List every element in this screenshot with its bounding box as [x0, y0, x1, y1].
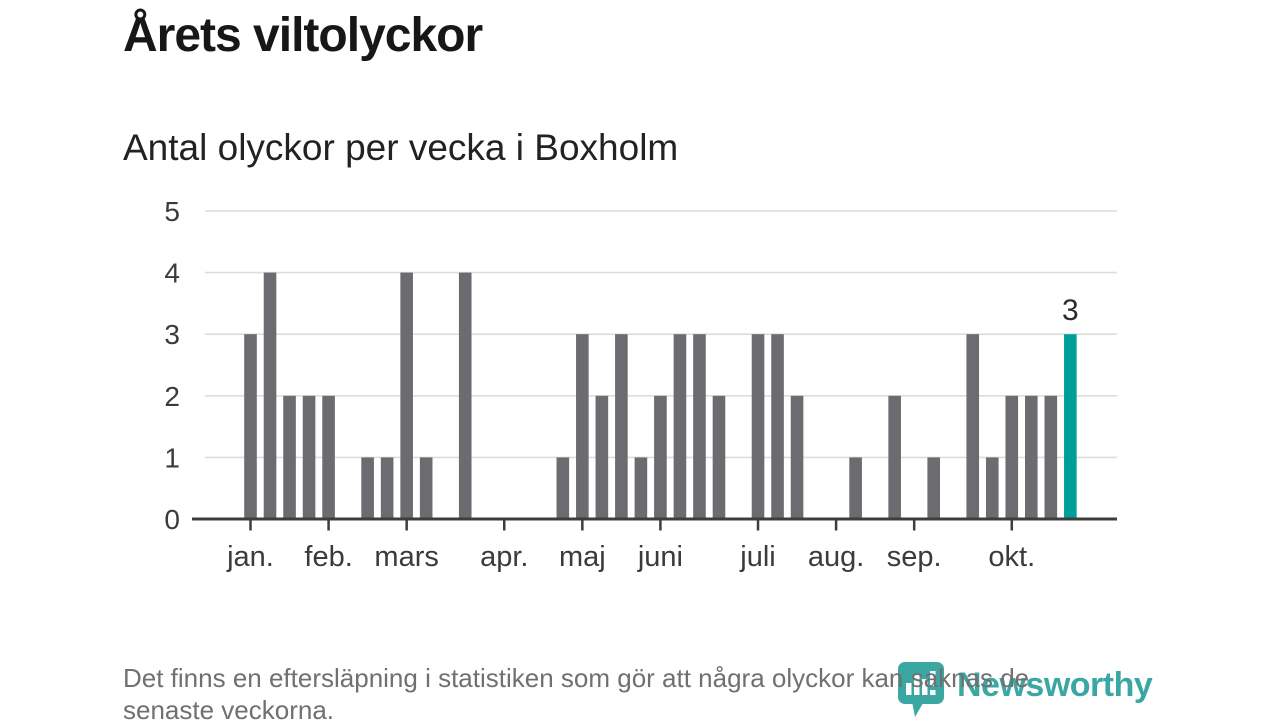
bar-week-12: [458, 272, 472, 519]
bar-week-25: [712, 395, 726, 519]
bar-week-36: [927, 457, 940, 519]
bar-week-8: [380, 457, 394, 519]
bar-week-42: [1044, 395, 1058, 519]
newsworthy-logo: Newsworthy: [898, 662, 1153, 720]
bar-week-29: [790, 395, 804, 519]
bar-week-34: [888, 395, 901, 519]
logo-exclamation-dot: [930, 690, 936, 695]
bar-week-4: [302, 395, 316, 519]
bar-week-5: [322, 395, 335, 519]
y-axis-label-1: 1: [164, 442, 180, 473]
last-bar-value-label: 3: [1062, 294, 1079, 327]
bar-week-2: [263, 272, 277, 519]
x-axis-label-juni: juni: [637, 541, 683, 573]
bar-week-18: [576, 334, 589, 519]
chart-subtitle: Antal olyckor per vecka i Boxholm: [123, 127, 679, 168]
y-axis-label-4: 4: [164, 258, 180, 289]
x-axis-label-jan: jan.: [226, 541, 274, 573]
bar-week-38: [966, 334, 980, 519]
bar-week-23: [673, 334, 687, 519]
x-axis-label-sep: sep.: [887, 541, 942, 573]
logo-bar-2: [914, 674, 920, 695]
bar-week-20: [615, 334, 628, 519]
bar-week-1: [244, 334, 257, 519]
x-axis-label-juli: juli: [739, 541, 775, 573]
chart-title: Årets viltolyckor: [123, 9, 483, 62]
footnote-line-2: senaste veckorna.: [123, 695, 335, 720]
logo-exclamation-bar: [930, 671, 936, 686]
bar-week-3: [283, 395, 296, 519]
bar-week-7: [361, 457, 374, 519]
x-axis-label-okt: okt.: [988, 541, 1035, 573]
logo-bar-1: [906, 683, 912, 695]
logo-bar-3: [922, 679, 928, 695]
footnote: Det finns en eftersläpning i statistiken…: [123, 662, 1029, 720]
bar-week-43-highlight: [1064, 334, 1077, 519]
bar-week-21: [634, 457, 648, 519]
x-axis-label-apr: apr.: [480, 541, 528, 573]
x-axis-label-mars: mars: [374, 541, 438, 573]
bar-week-10: [419, 457, 433, 519]
bar-week-22: [654, 395, 667, 519]
bar-week-41: [1025, 395, 1038, 519]
bar-week-40: [1005, 395, 1019, 519]
x-axis-label-aug: aug.: [808, 541, 864, 573]
y-axis-label-2: 2: [164, 381, 180, 412]
newsworthy-logo-icon: [898, 662, 944, 717]
bar-week-17: [556, 457, 570, 519]
y-axis-label-3: 3: [164, 319, 180, 350]
x-axis-label-feb: feb.: [304, 541, 352, 573]
x-axis-label-maj: maj: [559, 541, 606, 573]
y-axis-label-5: 5: [164, 196, 180, 227]
newsworthy-logo-text: Newsworthy: [957, 666, 1153, 704]
bar-week-32: [849, 457, 862, 519]
bar-week-24: [693, 334, 706, 519]
bar-week-9: [400, 272, 413, 519]
y-axis-label-0: 0: [164, 504, 180, 535]
footnote-line-1: Det finns en eftersläpning i statistiken…: [123, 663, 1030, 693]
bar-week-39: [985, 457, 999, 519]
bar-week-28: [771, 334, 784, 519]
bar-week-19: [595, 395, 609, 519]
bar-week-27: [751, 334, 765, 519]
